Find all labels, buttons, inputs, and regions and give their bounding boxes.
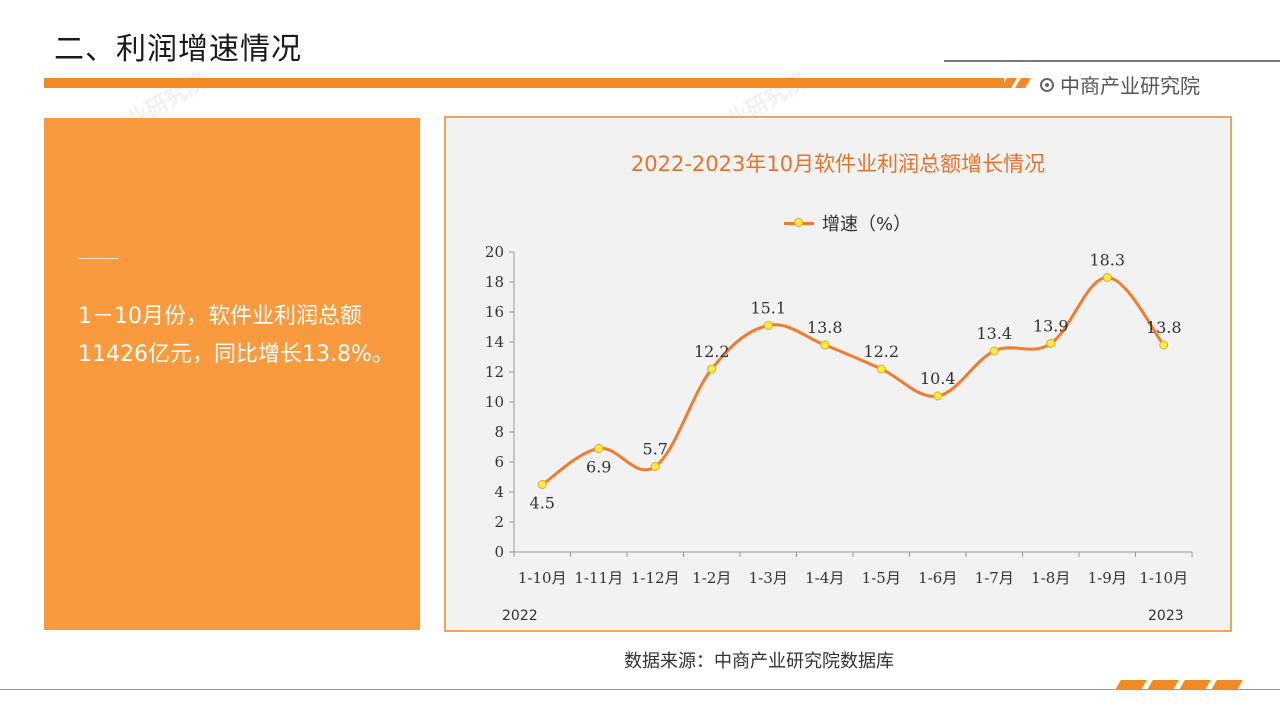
x-tick-label: 1-6月 (918, 569, 957, 587)
data-label: 15.1 (750, 299, 786, 318)
x-tick-label: 1-5月 (862, 569, 901, 587)
x-tick-label: 1-11月 (574, 569, 623, 587)
data-source: 数据来源：中商产业研究院数据库 (624, 651, 894, 672)
data-label: 12.2 (863, 342, 899, 361)
x-tick-label: 1-9月 (1088, 569, 1127, 587)
data-label: 4.5 (530, 494, 555, 513)
footer-divider (0, 689, 1280, 690)
y-tick-label: 14 (485, 333, 504, 351)
legend-line-marker-icon (784, 218, 814, 228)
data-label: 5.7 (643, 440, 668, 459)
brand-name: 中商产业研究院 (1060, 74, 1200, 98)
data-point (1159, 340, 1169, 350)
x-tick-label: 1-4月 (805, 569, 844, 587)
chart-container: 2022-2023年10月软件业利润总额增长情况 增速（%） 0 2 4 6 8 10 12… (444, 116, 1232, 632)
brand-logo: 中商产业研究院 (1040, 70, 1200, 99)
x-tick-label: 1-8月 (1031, 569, 1070, 587)
data-label: 6.9 (586, 458, 611, 477)
data-label: 13.8 (807, 318, 843, 337)
data-point (763, 321, 773, 330)
year-label-start: 2022 (502, 608, 538, 624)
data-point (1102, 273, 1112, 282)
chart-title: 2022-2023年10月软件业利润总额增长情况 (630, 152, 1046, 176)
y-tick-label: 16 (485, 303, 504, 321)
page-title: 二、利润增速情况 (54, 32, 302, 67)
data-label: 18.3 (1089, 251, 1125, 270)
y-tick-label: 12 (485, 363, 504, 381)
title-underline (44, 78, 1004, 88)
brand-circle-icon (1040, 77, 1054, 92)
series-line (541, 275, 1165, 486)
panel-divider (78, 258, 118, 259)
y-tick-label: 20 (485, 243, 504, 261)
y-tick-label: 0 (494, 543, 504, 561)
summary-panel: 1－10月份，软件业利润总额11426亿元，同比增长13.8%。 (44, 118, 420, 630)
data-point (707, 364, 717, 374)
data-point (876, 364, 886, 374)
data-point (537, 480, 547, 489)
data-point (989, 346, 999, 356)
y-tick-label: 4 (494, 483, 504, 501)
y-tick-label: 6 (494, 453, 504, 471)
y-tick-label: 8 (494, 423, 504, 441)
data-label: 13.4 (976, 324, 1012, 343)
data-label: 10.4 (920, 369, 956, 388)
line-chart: 0 2 4 6 8 10 12 14 16 18 20 1-10月 1-11月 1-12月 1-2月 1-3月… (485, 243, 1193, 587)
data-label: 13.9 (1033, 317, 1069, 336)
x-tick-label: 1-10月 (1139, 569, 1188, 587)
data-point (650, 462, 660, 471)
legend-label: 增速（%） (822, 214, 912, 235)
accent-stripe (1015, 78, 1031, 88)
data-point (820, 340, 830, 350)
chart-legend: 增速（%） (784, 210, 911, 236)
x-tick-label: 1-2月 (692, 569, 731, 587)
data-point (594, 444, 604, 453)
data-label: 12.2 (694, 342, 730, 361)
summary-text: 1－10月份，软件业利润总额11426亿元，同比增长13.8%。 (78, 304, 394, 367)
data-point (933, 391, 943, 401)
x-tick-label: 1-3月 (749, 569, 788, 587)
y-tick-label: 18 (485, 273, 504, 291)
data-point (1046, 339, 1056, 348)
year-label-end: 2023 (1148, 608, 1184, 624)
y-tick-label: 2 (494, 513, 504, 531)
header-divider (944, 60, 1280, 62)
x-tick-label: 1-10月 (518, 569, 567, 587)
data-label: 13.8 (1146, 318, 1182, 337)
y-tick-label: 10 (485, 393, 504, 411)
x-tick-label: 1-7月 (975, 569, 1014, 587)
x-tick-label: 1-12月 (631, 569, 680, 587)
